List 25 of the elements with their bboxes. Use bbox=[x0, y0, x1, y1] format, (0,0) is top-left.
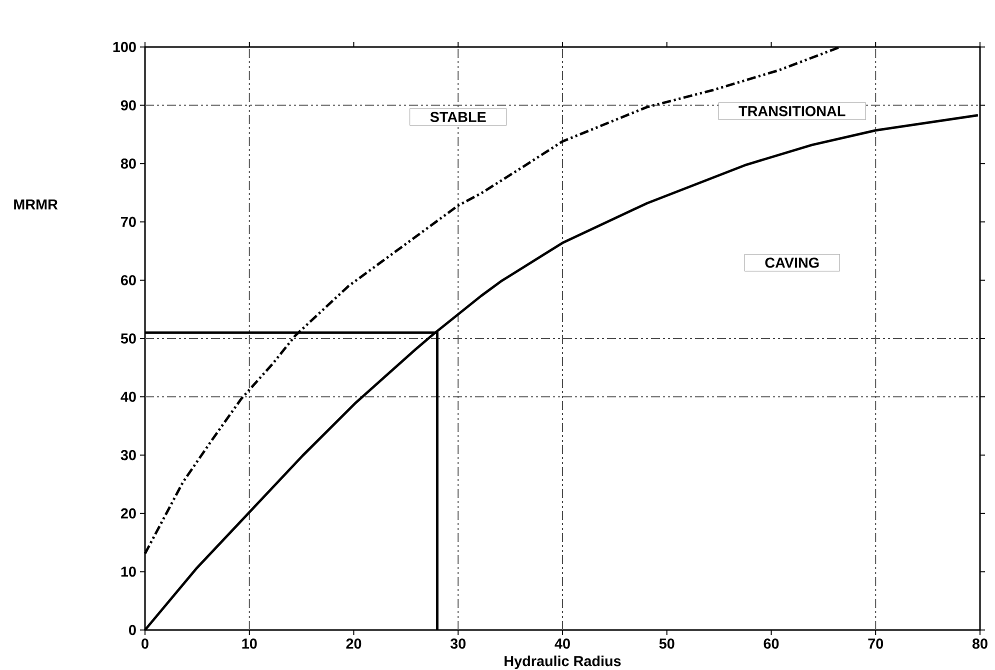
y-tick-label: 80 bbox=[120, 158, 136, 169]
y-tick-label: 40 bbox=[120, 392, 136, 402]
y-tick-label: 90 bbox=[120, 100, 136, 110]
annotation: STABLE bbox=[430, 112, 486, 122]
y-tick-label: 20 bbox=[120, 508, 136, 518]
x-tick-label: 50 bbox=[659, 638, 674, 649]
y-tick-label: 30 bbox=[120, 450, 136, 460]
x-tick-label: 20 bbox=[346, 638, 362, 649]
x-tick-label: 60 bbox=[764, 638, 779, 649]
x-tick-label: 0 bbox=[142, 638, 148, 649]
y-tick-label: 60 bbox=[120, 275, 136, 286]
y-tick-label: 100 bbox=[113, 42, 136, 52]
x-tick-label: 80 bbox=[972, 638, 988, 649]
y-tick-label: 50 bbox=[120, 333, 136, 344]
y-tick-label: 70 bbox=[121, 216, 136, 227]
annotation: TRANSITIONAL bbox=[738, 106, 846, 116]
x-tick-label: 70 bbox=[868, 638, 884, 649]
x-tick-label: 30 bbox=[450, 638, 466, 649]
x-axis-title: Hydraulic Radius bbox=[504, 656, 621, 670]
x-tick-label: 10 bbox=[242, 638, 257, 649]
y-tick-label: 10 bbox=[121, 566, 136, 577]
y-axis-title: MRMR bbox=[14, 199, 58, 210]
x-tick-label: 40 bbox=[554, 638, 570, 649]
annotation: CAVING bbox=[765, 258, 819, 268]
y-tick-label: 0 bbox=[129, 624, 136, 636]
